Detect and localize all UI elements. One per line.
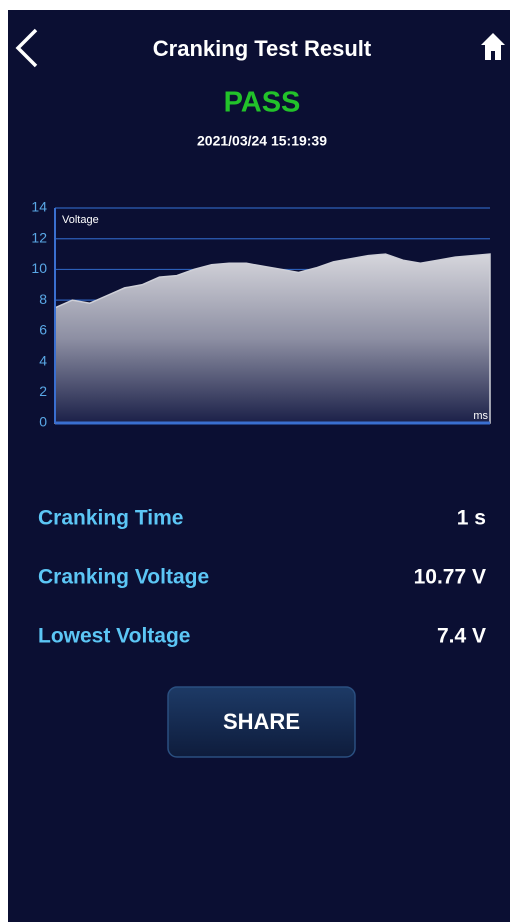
share-button[interactable] [167,686,356,758]
result-value: 10.77 V [414,566,486,589]
y-axis-label: Voltage [62,214,99,226]
voltage-area [54,253,491,424]
y-tick-label: 2 [39,383,47,399]
home-button[interactable] [481,33,505,60]
background [8,10,510,922]
y-tick-label: 0 [39,414,47,430]
share-label: SHARE [223,709,300,734]
results: Cranking Time 1 s Cranking Voltage 10.77 V L… [38,507,486,648]
status: PASS [224,87,301,119]
y-tick-label: 12 [31,229,47,245]
y-tick-label: 10 [31,260,47,276]
y-tick-label: 14 [31,199,47,215]
result-label: Lowest Voltage [38,625,190,648]
title: Cranking Test Result [153,36,372,61]
y-tick-label: 8 [39,291,47,307]
y-tick-label: 4 [39,352,47,368]
result-label: Cranking Time [38,507,183,530]
back-button[interactable] [15,28,38,68]
result-value: 1 s [457,507,486,530]
chart: 0 2 4 6 8 10 12 14 Voltage ms [31,199,491,430]
result-value: 7.4 V [437,625,486,648]
datetime: 2021/03/24 15:19:39 [197,133,327,149]
x-axis-label: ms [473,410,488,422]
y-tick-label: 6 [39,322,47,338]
result-label: Cranking Voltage [38,566,209,589]
